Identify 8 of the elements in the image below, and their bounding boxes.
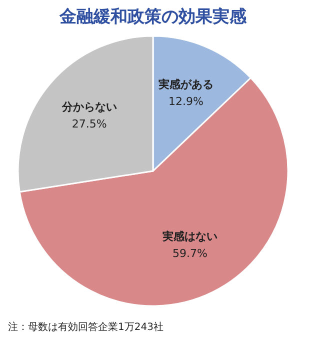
text: 注：母数は有効回答企業1万243社 xyxy=(8,321,164,333)
slice-label: 実感がある xyxy=(157,78,214,92)
data-label: 12.9% xyxy=(168,95,204,108)
slice-label: 実感はない xyxy=(162,230,218,244)
data-label: 27.5% xyxy=(72,118,107,131)
data-label: 59.7% xyxy=(172,247,208,260)
chart-title: 金融緩和政策の効果実感 xyxy=(58,7,248,27)
slice-label: 分からない xyxy=(60,100,117,114)
